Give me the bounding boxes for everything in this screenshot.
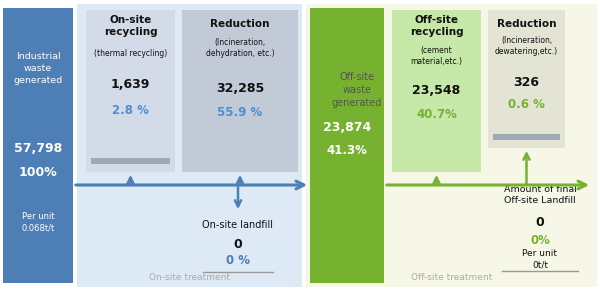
Text: 1,639: 1,639 [111,79,150,91]
Text: Off-site treatment: Off-site treatment [411,273,492,282]
Bar [77,4,302,287]
Bar [310,8,384,283]
Text: 55.9 %: 55.9 % [217,107,263,120]
Bar [91,158,170,164]
Text: 23,874: 23,874 [323,121,371,134]
Text: On-site landfill: On-site landfill [203,220,274,230]
Text: 2.8 %: 2.8 % [112,104,149,116]
Text: 100%: 100% [19,166,58,180]
Text: Reduction: Reduction [497,19,556,29]
Text: 57,798: 57,798 [14,142,62,155]
Text: 32,285: 32,285 [216,81,264,95]
Text: Off-site
waste
generated: Off-site waste generated [332,72,382,108]
Text: 0.6 %: 0.6 % [508,98,545,111]
Bar [86,10,175,172]
Bar [182,10,298,172]
Bar [392,10,481,172]
Text: 0 %: 0 % [226,255,250,267]
Text: On-site treatment: On-site treatment [149,273,230,282]
Text: (cement
material,etc.): (cement material,etc.) [410,46,463,66]
Text: 41.3%: 41.3% [326,144,367,157]
Text: 0: 0 [536,217,544,230]
Text: (thermal recycling): (thermal recycling) [94,49,167,58]
Text: On-site
recycling: On-site recycling [104,15,157,37]
Text: Per unit
0.068t/t: Per unit 0.068t/t [22,212,55,233]
Text: (Incineration,
dehydration, etc.): (Incineration, dehydration, etc.) [206,38,274,58]
Text: Reduction: Reduction [210,19,270,29]
Bar [306,4,597,287]
Text: (Incineration,
dewatering,etc.): (Incineration, dewatering,etc.) [495,36,558,56]
Text: 23,548: 23,548 [412,84,461,97]
Text: Off-site
recycling: Off-site recycling [410,15,463,37]
Text: 40.7%: 40.7% [416,109,457,122]
Text: Industrial
waste
generated: Industrial waste generated [13,52,62,85]
Text: Amount of final
Off-site Landfill: Amount of final Off-site Landfill [503,185,577,205]
Bar [488,10,565,148]
Text: 326: 326 [514,75,539,88]
Text: 0: 0 [233,237,242,251]
Bar [3,8,73,283]
Text: Per unit
0t/t: Per unit 0t/t [523,249,557,269]
Bar [493,134,560,140]
Text: 0%: 0% [530,235,550,248]
